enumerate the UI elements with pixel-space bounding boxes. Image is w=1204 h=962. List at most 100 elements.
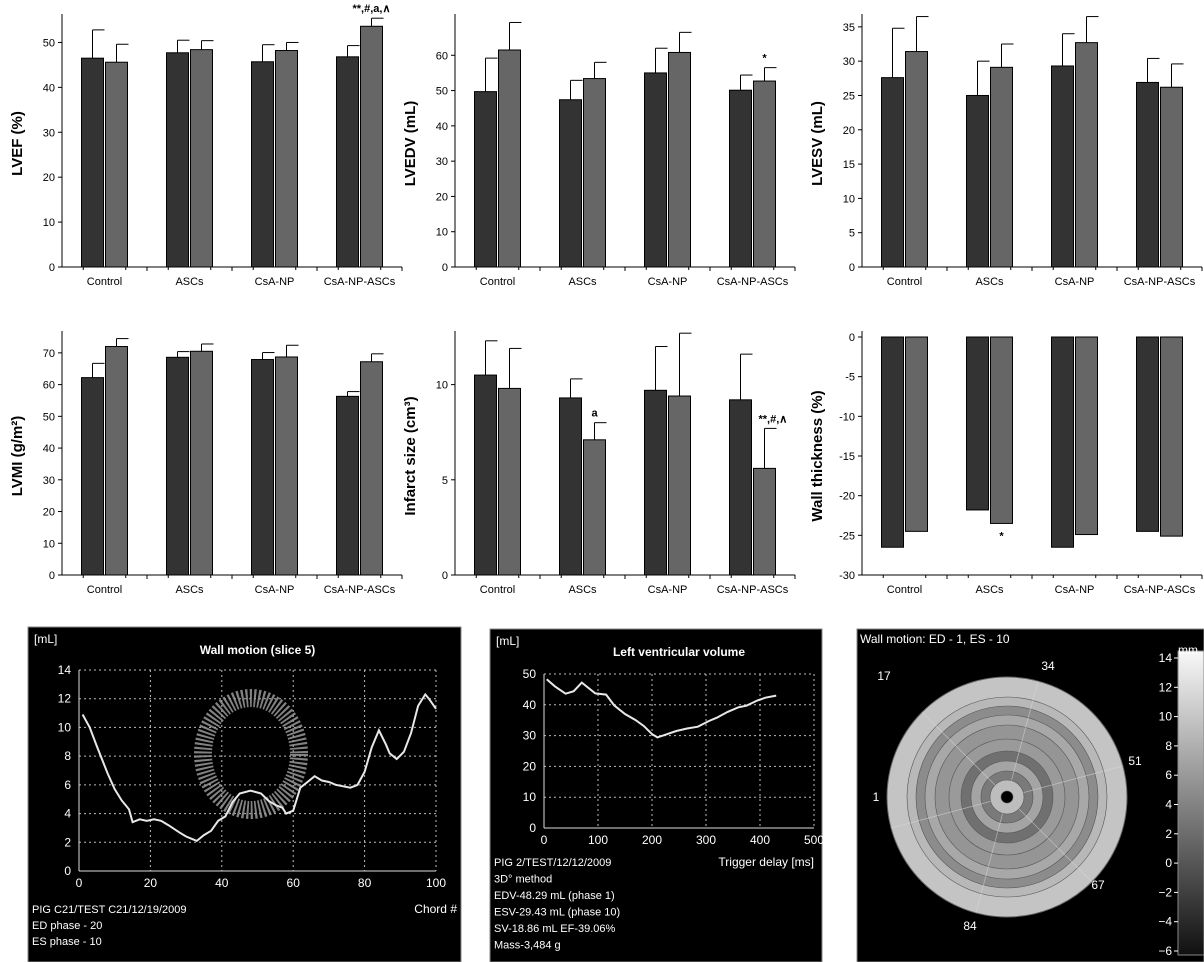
- panel-footer-text: Mass-3,484 g: [494, 940, 561, 952]
- y-tick-label: 15: [843, 159, 855, 171]
- x-tick-label: 500: [804, 833, 824, 847]
- y-tick-label: 20: [523, 759, 537, 773]
- bar-series-1: [166, 52, 189, 268]
- colorbar-tick-label: −2: [1158, 885, 1172, 899]
- y-tick-label: 0: [442, 262, 448, 274]
- bar-series-1: [474, 91, 497, 268]
- segment-label: 34: [1041, 659, 1055, 673]
- segment-label: 84: [963, 919, 977, 933]
- myocardium-contour-image: [194, 689, 308, 819]
- x-tick-label: 300: [696, 833, 716, 847]
- x-tick-label: ASCs: [975, 276, 1004, 288]
- bar-series-1: [81, 377, 104, 576]
- y-tick-label: 10: [436, 380, 448, 392]
- y-tick-label: 50: [523, 667, 537, 681]
- bar-series-1: [251, 61, 274, 268]
- bar-series-1: [644, 389, 667, 576]
- bar-chart-3: 0 5 10 15 20 25 30 35 LVESV (mL) Control ASCs CsA-N…: [809, 14, 1203, 288]
- y-tick-label: 70: [43, 348, 55, 360]
- y-tick-label: 30: [43, 475, 55, 487]
- series-line: [546, 678, 777, 739]
- y-axis-label: LVEF (%): [9, 111, 26, 176]
- x-tick-label: CsA-NP: [1055, 584, 1095, 596]
- y-axis-label: LVEDV (mL): [402, 101, 419, 187]
- y-tick-label: 50: [436, 86, 448, 98]
- segment-label: 17: [877, 669, 891, 683]
- x-tick-label: 200: [642, 833, 662, 847]
- bar-series-2: [583, 78, 606, 268]
- panel-footer-text: ED phase - 20: [32, 920, 102, 932]
- x-tick-label: Control: [480, 276, 515, 288]
- significance-annotation: *: [762, 53, 767, 65]
- y-tick-label: 10: [58, 720, 72, 734]
- y-tick-label: 30: [436, 156, 448, 168]
- y-tick-label: -5: [845, 372, 855, 384]
- x-tick-label: Control: [480, 584, 515, 596]
- y-tick-label: 6: [64, 778, 71, 792]
- x-tick-label: CsA-NP-ASCs: [1124, 276, 1196, 288]
- bar-series-1: [1136, 81, 1159, 268]
- series-line: [81, 692, 437, 843]
- segment-divider: [1011, 680, 1039, 781]
- x-tick-label: 80: [358, 876, 372, 890]
- bar-series-1: [1051, 65, 1074, 268]
- panel-background: [489, 628, 823, 962]
- bar-series-2: [1160, 86, 1183, 268]
- bar-chart-1: 0 10 20 30 40 50 LVEF (%) Control ASCs CsA-NP CsA-…: [9, 3, 403, 288]
- bar-series-2: [990, 336, 1013, 524]
- colorbar-tick-label: 8: [1165, 739, 1172, 753]
- x-tick-label: CsA-NP-ASCs: [1124, 584, 1196, 596]
- bar-series-2: [360, 25, 383, 268]
- bullseye-panel: Wall motion: ED - 1, ES - 1034175116784m…: [856, 628, 1204, 962]
- colorbar-tick-label: 0: [1165, 856, 1172, 870]
- y-tick-label: 40: [436, 121, 448, 133]
- y-axis-unit-label: [mL]: [496, 634, 519, 648]
- y-tick-label: 40: [43, 82, 55, 94]
- x-tick-label: CsA-NP: [255, 276, 295, 288]
- bar-series-1: [644, 72, 667, 268]
- y-axis-label: LVMI (g/m²): [9, 416, 26, 497]
- bar-series-1: [474, 374, 497, 576]
- bar-series-2: [498, 387, 521, 576]
- y-tick-label: 14: [58, 663, 72, 677]
- bar-series-2: [360, 361, 383, 576]
- y-tick-label: 10: [43, 217, 55, 229]
- y-tick-label: 60: [436, 50, 448, 62]
- panel-title: Left ventricular volume: [613, 645, 745, 659]
- significance-annotation: **,#,a,∧: [352, 3, 390, 15]
- y-tick-label: 0: [64, 864, 71, 878]
- panel-footer-text: 3D° method: [494, 874, 552, 886]
- bar-series-2: [190, 350, 213, 576]
- colorbar-tick-label: 10: [1159, 710, 1173, 724]
- bar-series-1: [336, 395, 359, 576]
- significance-annotation: *: [999, 530, 1004, 542]
- x-tick-label: 60: [287, 876, 301, 890]
- y-tick-label: 50: [43, 411, 55, 423]
- x-tick-label: CsA-NP-ASCs: [717, 276, 789, 288]
- x-tick-label: CsA-NP-ASCs: [717, 584, 789, 596]
- bar-series-1: [1136, 336, 1159, 532]
- y-tick-label: 5: [442, 475, 448, 487]
- x-tick-label: Control: [887, 276, 922, 288]
- bar-series-2: [753, 467, 776, 576]
- y-tick-label: 60: [43, 380, 55, 392]
- bar-series-1: [559, 99, 582, 268]
- bar-series-2: [190, 49, 213, 268]
- bar-series-1: [81, 57, 104, 268]
- colorbar-tick-label: 14: [1159, 651, 1173, 665]
- bar-series-2: [990, 66, 1013, 268]
- x-tick-label: 0: [541, 833, 548, 847]
- bar-series-2: [275, 50, 298, 268]
- segment-divider: [975, 813, 1003, 914]
- y-tick-label: 0: [49, 262, 55, 274]
- x-tick-label: CsA-NP: [648, 276, 688, 288]
- y-tick-label: 30: [843, 56, 855, 68]
- y-tick-label: -25: [839, 530, 855, 542]
- bar-series-1: [966, 336, 989, 511]
- colorbar: [1177, 650, 1204, 956]
- bar-chart-4: 0 10 20 30 40 50 60 70 LVMI (g/m²) Control ASCs CsA…: [9, 331, 403, 596]
- panel-footer-text: EDV-48.29 mL (phase 1): [494, 890, 615, 902]
- mri-panel-1: 0 20 40 60 80 100 0 2 4 6 8 10 12 14 Wall motion (slic…: [27, 626, 462, 962]
- x-tick-label: CsA-NP: [255, 584, 295, 596]
- segment-label: 67: [1091, 878, 1105, 892]
